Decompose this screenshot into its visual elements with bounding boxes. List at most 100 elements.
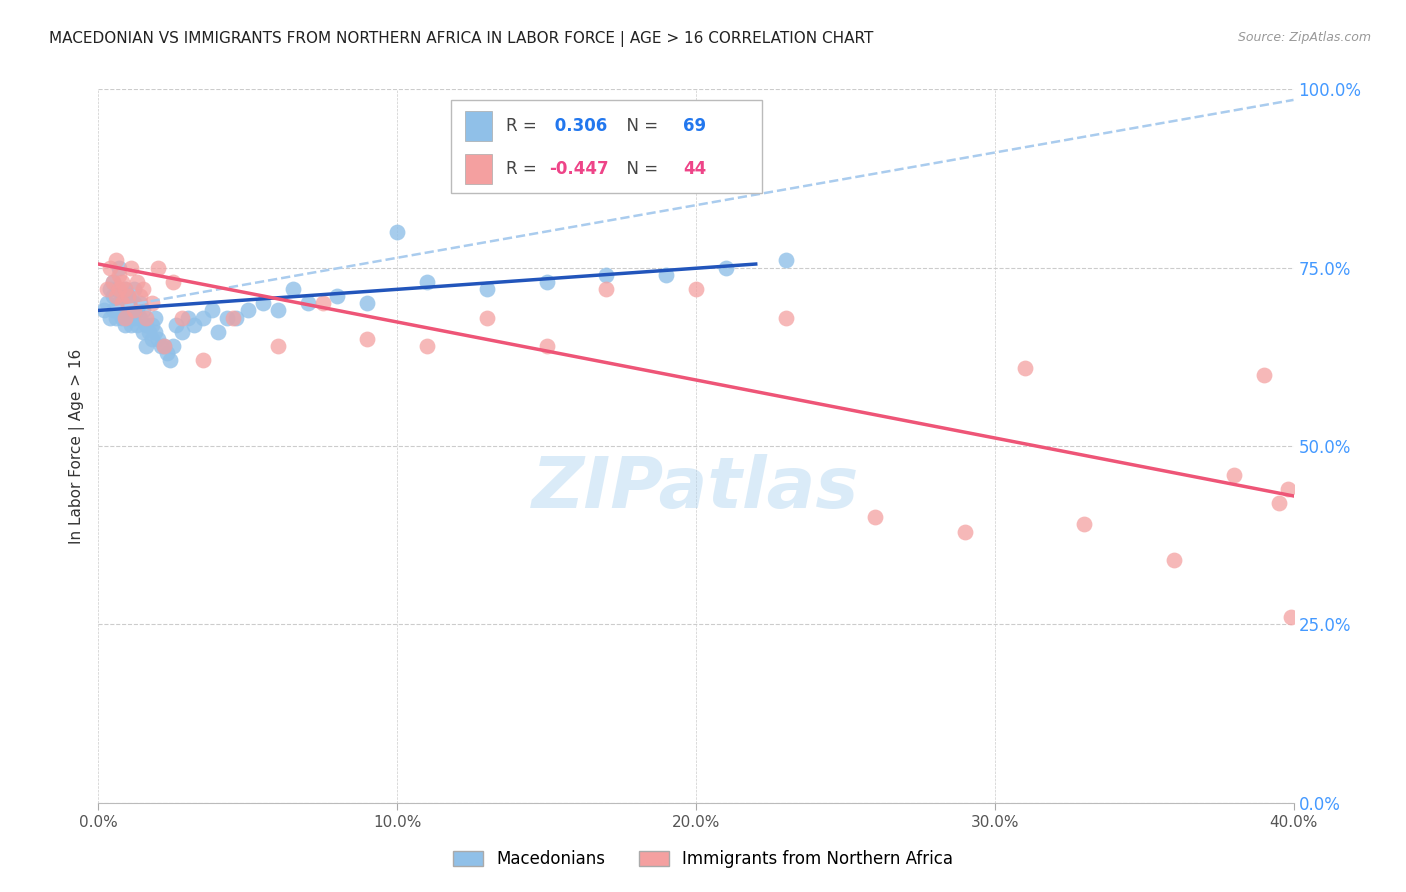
Point <box>103 275 125 289</box>
Point <box>281 282 304 296</box>
Point <box>215 310 238 325</box>
Point <box>536 339 558 353</box>
Point <box>93 303 115 318</box>
Point <box>103 275 125 289</box>
Point <box>117 310 139 325</box>
Point <box>124 282 146 296</box>
Point <box>120 303 142 318</box>
Point <box>111 275 134 289</box>
Point <box>108 268 131 282</box>
Point <box>132 325 155 339</box>
Point <box>105 253 128 268</box>
Point <box>775 253 797 268</box>
Text: N =: N = <box>616 161 664 178</box>
Text: ZIPatlas: ZIPatlas <box>533 454 859 524</box>
Point <box>141 318 163 332</box>
Point <box>150 339 173 353</box>
Point <box>177 310 200 325</box>
Point <box>159 353 181 368</box>
Point <box>114 282 136 296</box>
Point <box>114 318 136 332</box>
Point <box>416 339 439 353</box>
Point <box>225 310 247 325</box>
Text: R =: R = <box>506 161 541 178</box>
Point <box>595 282 617 296</box>
Point <box>127 303 149 318</box>
Point <box>117 296 139 310</box>
Point <box>475 282 498 296</box>
Point <box>1073 517 1095 532</box>
Point <box>385 225 409 239</box>
Point <box>103 303 125 318</box>
Point <box>117 289 139 303</box>
FancyBboxPatch shape <box>451 100 762 193</box>
Point <box>135 318 157 332</box>
Point <box>111 310 134 325</box>
Point <box>141 332 163 346</box>
Text: 69: 69 <box>683 118 706 136</box>
Point <box>129 289 152 303</box>
Point <box>96 282 118 296</box>
Point <box>356 296 378 310</box>
Point <box>117 303 139 318</box>
Point <box>356 332 378 346</box>
FancyBboxPatch shape <box>465 112 492 141</box>
Legend: Macedonians, Immigrants from Northern Africa: Macedonians, Immigrants from Northern Af… <box>446 844 960 875</box>
Point <box>148 332 170 346</box>
Point <box>326 289 349 303</box>
Point <box>1163 553 1185 567</box>
Point <box>98 282 122 296</box>
Point <box>143 310 166 325</box>
Point <box>96 296 118 310</box>
Point <box>222 310 245 325</box>
Point <box>685 282 707 296</box>
Point <box>108 282 131 296</box>
Point <box>129 296 152 310</box>
Point <box>135 310 157 325</box>
Point <box>297 296 319 310</box>
Point <box>1223 467 1246 482</box>
Point <box>111 289 134 303</box>
Point <box>143 325 166 339</box>
Text: Source: ZipAtlas.com: Source: ZipAtlas.com <box>1237 31 1371 45</box>
Point <box>236 303 259 318</box>
Text: 44: 44 <box>683 161 706 178</box>
Point <box>127 275 149 289</box>
Point <box>207 325 229 339</box>
Point <box>595 268 617 282</box>
Point <box>103 289 125 303</box>
Point <box>1014 360 1036 375</box>
Point <box>655 268 678 282</box>
Point <box>129 310 152 325</box>
Point <box>132 282 155 296</box>
Point <box>148 260 170 275</box>
Point <box>252 296 274 310</box>
Point <box>114 282 136 296</box>
Point <box>416 275 439 289</box>
Point <box>105 310 128 325</box>
Text: 0.306: 0.306 <box>548 118 607 136</box>
Point <box>953 524 976 539</box>
Point <box>132 303 155 318</box>
Point <box>111 296 134 310</box>
Point <box>153 339 176 353</box>
Point <box>114 310 136 325</box>
Point <box>153 339 176 353</box>
Point <box>162 275 184 289</box>
Point <box>1279 610 1302 624</box>
Point <box>165 318 187 332</box>
Point <box>108 260 131 275</box>
Point <box>117 289 139 303</box>
Point <box>98 310 122 325</box>
Point <box>1253 368 1275 382</box>
Point <box>114 296 136 310</box>
Text: N =: N = <box>616 118 664 136</box>
Point <box>105 289 128 303</box>
Point <box>475 310 498 325</box>
Point <box>98 260 122 275</box>
Point <box>311 296 333 310</box>
Point <box>156 346 179 360</box>
Point <box>141 296 163 310</box>
Point <box>1277 482 1299 496</box>
Text: R =: R = <box>506 118 541 136</box>
